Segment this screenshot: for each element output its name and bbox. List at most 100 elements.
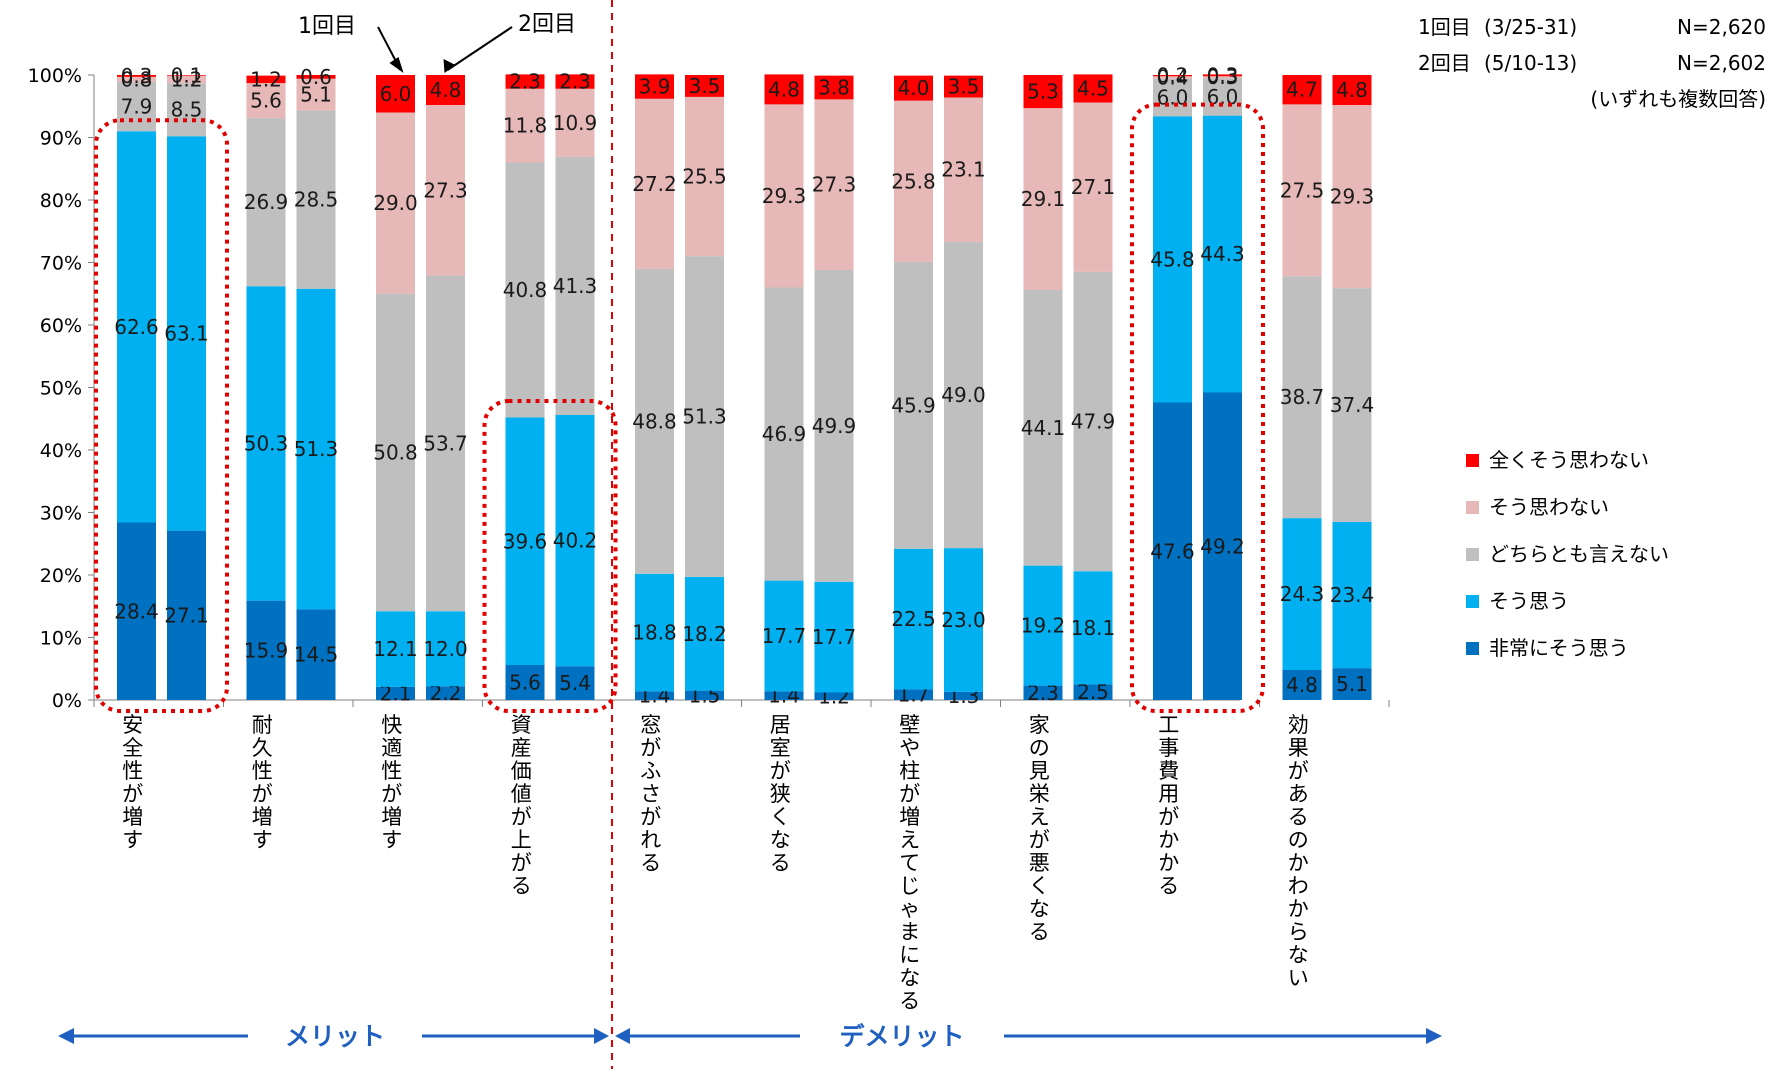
data-label: 50.8 xyxy=(373,441,418,465)
bar-segment xyxy=(685,75,724,97)
y-tick-label: 100% xyxy=(28,65,82,87)
y-tick-label: 60% xyxy=(40,315,82,337)
bar-segment xyxy=(1023,685,1063,700)
data-label: 1.2 xyxy=(250,67,282,91)
y-axis: 0% 10% 20% 30% 40% 50% 60% 70% 80% 90% 100% xyxy=(28,65,1390,712)
data-label: 27.3 xyxy=(812,173,857,197)
y-tick-label: 40% xyxy=(40,440,82,462)
bar-segment xyxy=(764,287,804,581)
y-tick-label: 30% xyxy=(40,503,82,525)
data-label: 4.8 xyxy=(768,77,800,101)
bar-segment xyxy=(764,104,804,288)
data-label: 4.8 xyxy=(1336,78,1368,102)
bar-segment xyxy=(1332,288,1372,522)
bar-segment xyxy=(117,131,156,523)
data-label: 51.3 xyxy=(682,405,727,429)
bar-segment xyxy=(1282,75,1322,105)
bar-segment xyxy=(1153,76,1192,79)
bar-segment xyxy=(685,576,724,691)
callout-arrowhead-round1 xyxy=(389,57,404,73)
legend-label: そう思う xyxy=(1489,589,1569,613)
bar-segment xyxy=(1332,668,1372,700)
data-label: 17.7 xyxy=(762,624,807,648)
data-label: 26.9 xyxy=(244,190,289,214)
category-label: 耐久性が増す xyxy=(252,713,273,852)
data-label: 4.5 xyxy=(1077,76,1109,100)
data-label: 53.7 xyxy=(423,431,468,455)
data-label: 4.0 xyxy=(898,76,930,100)
data-label: 2.3 xyxy=(509,70,541,94)
category-labels: 安全性が増す 耐久性が増す 快適性が増す 資産価値が上がる 窓がふさがれる 居室が狭くなる… xyxy=(122,713,1309,1013)
data-label: 41.3 xyxy=(553,274,598,298)
data-label: 5.1 xyxy=(300,83,332,107)
data-label: 28.5 xyxy=(294,188,339,212)
data-label: 27.1 xyxy=(1071,175,1116,199)
data-label: 29.0 xyxy=(373,191,418,215)
bar-segment xyxy=(296,288,336,610)
bar-segment xyxy=(764,580,804,692)
data-label: 11.8 xyxy=(503,114,548,138)
bar-segment xyxy=(635,573,674,692)
data-label: 0.3 xyxy=(1207,65,1239,89)
bar-segment xyxy=(685,690,724,700)
data-label: 45.8 xyxy=(1150,247,1195,271)
data-label: 5.1 xyxy=(1336,672,1368,696)
data-label: 0.6 xyxy=(300,65,332,89)
survey-note: (いずれも複数回答) xyxy=(1590,87,1766,111)
data-label: 49.9 xyxy=(812,414,857,438)
data-label: 25.8 xyxy=(891,169,936,193)
legend-label: どちらとも言えない xyxy=(1489,542,1669,566)
highlight-boxes xyxy=(94,102,1265,713)
bar-segment xyxy=(685,96,724,257)
data-label: 3.8 xyxy=(818,76,850,100)
bar-segment xyxy=(685,256,724,577)
data-label: 5.6 xyxy=(509,671,541,695)
bar-segment xyxy=(376,686,415,700)
bar-segment xyxy=(246,83,286,119)
bar-segment xyxy=(167,75,206,76)
survey-round2-label: 2回目 xyxy=(1418,51,1471,75)
y-tick-label: 50% xyxy=(40,378,82,400)
group-banners: メリット デメリット xyxy=(58,1022,1442,1051)
data-label: 29.3 xyxy=(762,184,807,208)
data-label: 24.3 xyxy=(1280,582,1325,606)
data-label: 51.3 xyxy=(294,437,339,461)
data-label: 40.2 xyxy=(553,529,598,553)
category-label: 壁や柱が増えてじゃまになる xyxy=(899,713,920,1013)
bar-segment xyxy=(894,548,933,690)
bar-segment xyxy=(117,522,156,700)
bar-segment xyxy=(1203,74,1242,77)
bar-segment xyxy=(894,100,933,262)
bar-segment xyxy=(376,293,415,612)
bar-segment xyxy=(1332,521,1372,669)
demerit-arrowhead-left xyxy=(615,1028,630,1044)
data-label: 49.0 xyxy=(941,383,986,407)
data-label: 10.9 xyxy=(553,111,598,135)
category-label: 工事費用がかかる xyxy=(1158,713,1179,898)
bar-segment xyxy=(814,581,854,693)
data-label: 27.2 xyxy=(632,172,677,196)
bar-segment xyxy=(376,112,415,294)
data-label: 6.0 xyxy=(380,82,412,106)
y-tick-label: 80% xyxy=(40,190,82,212)
data-label: 47.6 xyxy=(1150,539,1195,563)
bar-segment xyxy=(894,261,933,549)
bar-segment xyxy=(814,692,854,700)
legend-label: そう思わない xyxy=(1489,495,1609,519)
bar-segment xyxy=(1203,392,1242,700)
data-label: 48.8 xyxy=(632,409,677,433)
y-tick-label: 0% xyxy=(52,690,82,712)
data-label: 5.3 xyxy=(1027,80,1059,104)
round-callouts: 1回目 2回目 xyxy=(298,12,576,73)
bar-segment xyxy=(1282,104,1322,277)
data-label: 18.8 xyxy=(632,621,677,645)
bar-segment xyxy=(944,691,983,700)
data-label: 27.3 xyxy=(423,178,468,202)
data-label: 38.7 xyxy=(1280,385,1325,409)
data-label: 50.3 xyxy=(244,431,289,455)
bar-segment xyxy=(246,600,286,700)
merit-arrowhead-right xyxy=(594,1028,609,1044)
category-label: 窓がふさがれる xyxy=(640,713,661,875)
bar-segment xyxy=(1203,76,1242,79)
bar-segment xyxy=(894,75,933,101)
